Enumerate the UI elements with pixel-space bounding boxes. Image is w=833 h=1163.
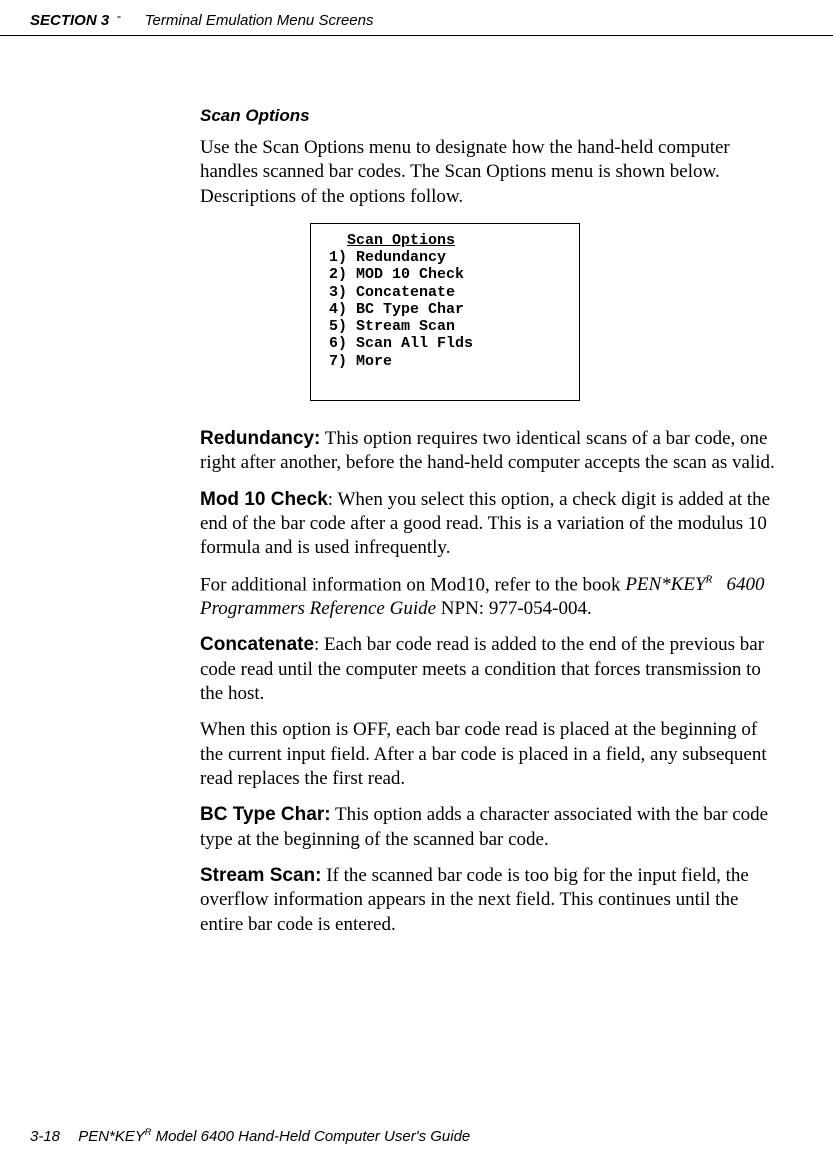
header-separator: ": [117, 15, 121, 26]
mod10-paragraph: Mod 10 Check: When you select this optio…: [200, 488, 785, 561]
footer-text-b: Model 6400 Hand-Held Computer User's Gui…: [151, 1128, 470, 1145]
intro-paragraph: Use the Scan Options menu to designate h…: [200, 136, 785, 209]
header-title: Terminal Emulation Menu Screens: [145, 12, 374, 29]
term-concatenate: Concatenate: [200, 634, 314, 655]
page-header: SECTION 3 " Terminal Emulation Menu Scre…: [0, 0, 833, 36]
redundancy-paragraph: Redundancy: This option requires two ide…: [200, 427, 785, 476]
menu-title: Scan Options: [329, 232, 561, 249]
menu-item: 7) More: [329, 353, 561, 370]
scan-options-menu-box: Scan Options 1) Redundancy 2) MOD 10 Che…: [310, 223, 580, 401]
menu-item: 2) MOD 10 Check: [329, 266, 561, 283]
page-footer: 3-18 PEN*KEYR Model 6400 Hand-Held Compu…: [30, 1127, 470, 1145]
menu-item: 1) Redundancy: [329, 249, 561, 266]
page-number: 3-18: [30, 1128, 60, 1145]
section-label: SECTION 3: [30, 12, 109, 29]
concatenate-extra-paragraph: When this option is OFF, each bar code r…: [200, 718, 785, 791]
term-redundancy: Redundancy:: [200, 428, 320, 449]
subheading-scan-options: Scan Options: [200, 106, 785, 126]
term-bctype: BC Type Char:: [200, 804, 331, 825]
mod10-extra-paragraph: For additional information on Mod10, ref…: [200, 573, 785, 622]
menu-item: 5) Stream Scan: [329, 318, 561, 335]
mod10-extra-post: NPN: 977-054-004.: [436, 598, 592, 619]
term-mod10: Mod 10 Check: [200, 489, 328, 510]
mod10-ref-sup: R: [706, 574, 713, 586]
menu-item: 3) Concatenate: [329, 284, 561, 301]
bctype-paragraph: BC Type Char: This option adds a charact…: [200, 803, 785, 852]
mod10-ref-a: PEN*KEY: [625, 574, 705, 595]
menu-item: 4) BC Type Char: [329, 301, 561, 318]
stream-paragraph: Stream Scan: If the scanned bar code is …: [200, 864, 785, 937]
concatenate-paragraph: Concatenate: Each bar code read is added…: [200, 633, 785, 706]
menu-item: 6) Scan All Flds: [329, 335, 561, 352]
page-content: Scan Options Use the Scan Options menu t…: [0, 36, 833, 937]
term-stream: Stream Scan:: [200, 865, 321, 886]
footer-text-a: PEN*KEY: [78, 1128, 145, 1145]
mod10-extra-pre: For additional information on Mod10, ref…: [200, 574, 625, 595]
